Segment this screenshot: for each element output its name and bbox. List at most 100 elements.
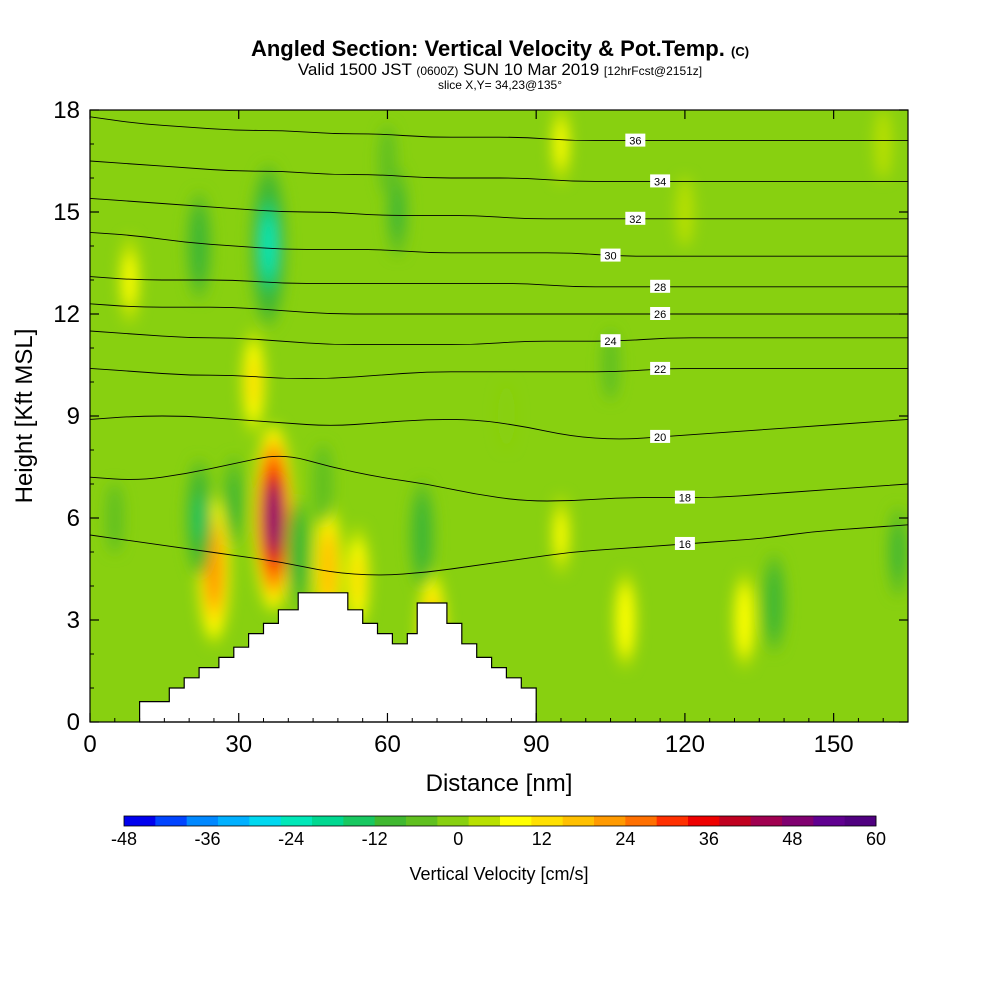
colorbar-tick-label: -36 xyxy=(195,829,221,849)
y-tick-label: 0 xyxy=(67,709,80,736)
isentrope-label: 28 xyxy=(654,282,666,294)
velocity-cell xyxy=(351,554,364,605)
velocity-cell xyxy=(193,494,205,542)
isentrope-label-bg xyxy=(625,133,646,147)
colorbar-segment xyxy=(782,816,814,826)
velocity-cell xyxy=(891,525,905,579)
y-tick-label: 9 xyxy=(67,403,80,430)
isentrope-26 xyxy=(90,303,908,315)
colorbar-segment xyxy=(468,816,501,826)
y-axis-label: Height [Kft MSL] xyxy=(11,329,38,504)
colorbar-segment xyxy=(562,816,595,826)
isentrope-28 xyxy=(90,276,908,288)
isentrope-label-bg xyxy=(674,490,695,504)
velocity-cell xyxy=(555,511,567,559)
slice-info: slice X,Y= 34,23@135° xyxy=(437,78,563,92)
isentrope-label: 22 xyxy=(654,364,666,376)
velocity-cell xyxy=(322,544,334,594)
colorbar-segment xyxy=(280,816,313,826)
isentrope-label-bg xyxy=(650,174,671,188)
valid-time: Valid 1500 JST xyxy=(297,60,412,79)
x-axis: 0 30 60 90 120 150 xyxy=(83,110,884,758)
y-tick-label: 6 xyxy=(67,505,80,532)
colorbar-segment xyxy=(437,816,470,826)
colorbar-segment xyxy=(124,816,156,826)
isentrope-label: 16 xyxy=(679,539,691,551)
x-tick-label: 150 xyxy=(814,731,854,758)
velocity-cell xyxy=(193,220,205,272)
colorbar-tick-label: 0 xyxy=(453,829,463,849)
isentrope-20 xyxy=(90,415,908,440)
colorbar-segment xyxy=(218,816,250,826)
velocity-cell xyxy=(601,329,620,401)
valid-date: SUN 10 Mar 2019 xyxy=(463,60,600,79)
isentrope-24 xyxy=(90,330,908,346)
isentrope-label-bg xyxy=(650,429,671,443)
velocity-cell xyxy=(292,526,305,578)
colorbar-segment xyxy=(594,816,626,826)
colorbar-segment xyxy=(155,816,188,826)
isentrope-contours xyxy=(90,116,908,576)
y-tick-label: 12 xyxy=(53,301,80,328)
valid-utc: (0600Z) xyxy=(416,64,459,78)
isentrope-36 xyxy=(90,116,908,142)
velocity-cell xyxy=(391,185,404,239)
velocity-cell xyxy=(247,356,260,408)
y-tick-label: 15 xyxy=(53,199,80,226)
x-tick-label: 120 xyxy=(665,731,705,758)
colorbar-segment xyxy=(406,816,438,826)
x-tick-label: 0 xyxy=(83,731,96,758)
isentrope-label: 24 xyxy=(604,336,616,348)
y-tick-label: 3 xyxy=(67,607,80,634)
x-tick-label: 60 xyxy=(374,731,401,758)
colorbar-segment xyxy=(374,816,407,826)
velocity-cell xyxy=(620,597,631,643)
velocity-cell xyxy=(739,597,750,643)
isentrope-label-bg xyxy=(650,361,671,375)
x-tick-label: 90 xyxy=(523,731,550,758)
colorbar-segment xyxy=(249,816,282,826)
isentrope-18 xyxy=(90,455,908,502)
isentrope-label: 34 xyxy=(654,176,666,188)
colorbar-segment xyxy=(186,816,219,826)
colorbar-tick-label: -24 xyxy=(278,829,304,849)
isentrope-label: 32 xyxy=(629,214,641,226)
velocity-cell xyxy=(262,218,275,274)
colorbar-segment xyxy=(688,816,720,826)
velocity-cell xyxy=(378,125,397,197)
velocity-cell xyxy=(768,580,780,626)
colorbar-segment xyxy=(719,816,752,826)
isentrope-label-bg xyxy=(650,307,671,320)
isentrope-label: 20 xyxy=(654,432,666,444)
isentrope-label: 26 xyxy=(654,309,666,321)
chart-subtitle: Valid 1500 JST (0600Z) SUN 10 Mar 2019 [… xyxy=(0,60,1000,80)
colorbar-segment xyxy=(656,816,689,826)
velocity-field xyxy=(90,110,908,722)
colorbar-segment xyxy=(500,816,532,826)
colorbar-segment xyxy=(844,816,877,826)
colorbar-segment xyxy=(625,816,658,826)
colorbar-tick-label: 24 xyxy=(615,829,635,849)
x-tick-label: 30 xyxy=(225,731,252,758)
colorbar-segment xyxy=(750,816,783,826)
isentrope-label: 36 xyxy=(629,136,641,148)
colorbar-segment xyxy=(312,816,344,826)
velocity-cell xyxy=(555,120,567,168)
isentrope-label-bg xyxy=(650,279,671,293)
terrain xyxy=(139,592,537,723)
title-text: Angled Section: Vertical Velocity & Pot.… xyxy=(250,36,725,61)
velocity-cell xyxy=(874,110,893,180)
forecast-info: [12hrFcst@2151z] xyxy=(603,64,703,78)
isentrope-label-bg xyxy=(674,536,695,550)
colorbar-tick-label: 48 xyxy=(782,829,802,849)
velocity-cell xyxy=(123,253,137,307)
velocity-cell xyxy=(676,176,694,248)
isentrope-label-bg xyxy=(600,248,621,262)
isentrope-34 xyxy=(90,160,908,182)
velocity-cell xyxy=(416,509,428,561)
isentrope-label-bg xyxy=(600,334,621,348)
colorbar-tick-label: -48 xyxy=(111,829,137,849)
colorbar: -48 -36 -24 -12 0 12 24 36 48 60 xyxy=(111,815,886,849)
